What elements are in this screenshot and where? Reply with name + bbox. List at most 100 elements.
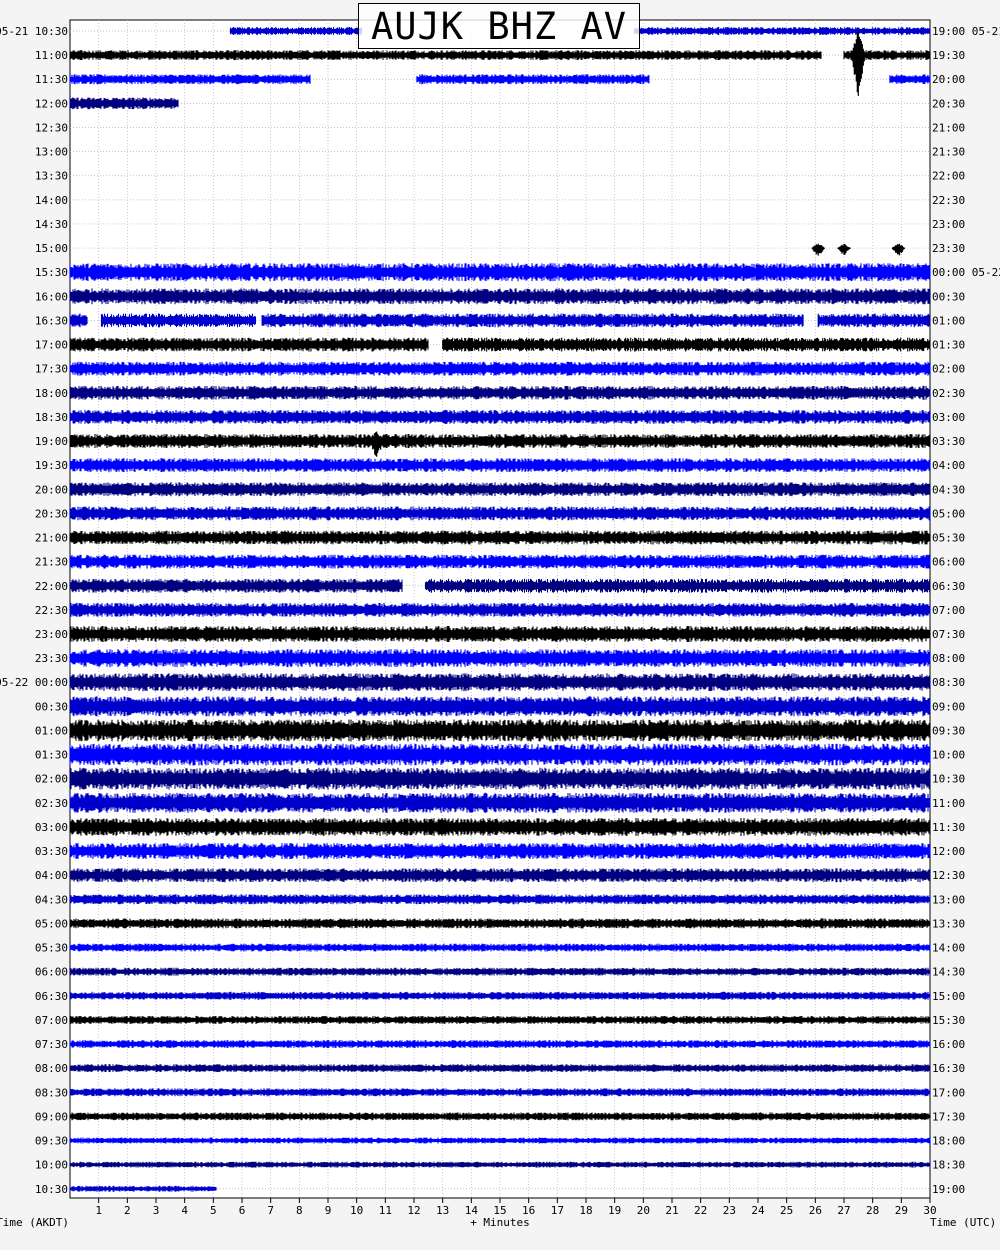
- trace-segment: [889, 74, 931, 85]
- trace-segment: [69, 843, 931, 860]
- x-tick-label: 30: [923, 1204, 936, 1217]
- right-time-label: 08:00: [932, 652, 965, 665]
- trace-segment: [69, 894, 931, 905]
- seismic-traces: [69, 27, 931, 1192]
- trace-segment: [69, 626, 931, 642]
- x-tick-label: 28: [866, 1204, 879, 1217]
- trace-segment: [69, 288, 931, 305]
- trace-segment: [817, 313, 930, 328]
- left-time-label: 12:30: [35, 121, 68, 134]
- trace-segment: [69, 767, 931, 790]
- x-tick-label: 12: [407, 1204, 420, 1217]
- left-time-label: 22:30: [35, 604, 68, 617]
- trace-segment: [69, 506, 931, 521]
- trace-event: [837, 244, 851, 255]
- right-time-label: 06:30: [932, 580, 965, 593]
- x-tick-label: 17: [551, 1204, 564, 1217]
- trace-segment: [69, 434, 931, 448]
- left-time-label: 03:00: [35, 821, 68, 834]
- right-time-label: 22:30: [932, 194, 965, 207]
- x-tick-label: 25: [780, 1204, 793, 1217]
- axis-labels: 05-21 10:30 11:00 11:30 12:00 12:30 13:00 13:3…: [0, 25, 1000, 1229]
- left-time-label: 00:30: [35, 700, 68, 713]
- trace-segment: [69, 868, 931, 883]
- right-time-label: 04:30: [932, 483, 965, 496]
- trace-segment: [69, 818, 931, 836]
- x-tick-label: 2: [124, 1204, 131, 1217]
- right-time-label: 03:30: [932, 435, 965, 448]
- trace-segment: [69, 991, 931, 1000]
- right-time-label: 19:30: [932, 49, 965, 62]
- left-time-label: 16:00: [35, 290, 68, 303]
- right-time-label: 08:30: [932, 676, 965, 689]
- right-time-label: 04:00: [932, 459, 965, 472]
- trace-segment: [69, 918, 931, 929]
- x-tick-label: 11: [379, 1204, 392, 1217]
- trace-segment: [69, 743, 931, 766]
- x-axis-label: + Minutes: [470, 1216, 530, 1229]
- right-time-label: 19:00: [932, 1183, 965, 1196]
- trace-segment: [261, 313, 804, 328]
- right-time-label: 00:00 05-22: [932, 266, 1000, 279]
- trace-segment: [69, 967, 931, 976]
- right-time-label: 01:30: [932, 339, 965, 352]
- left-time-label: 05-22 00:00: [0, 676, 68, 689]
- left-time-label: 01:30: [35, 749, 68, 762]
- x-tick-label: 22: [694, 1204, 707, 1217]
- trace-segment: [69, 1064, 931, 1073]
- x-tick-label: 4: [181, 1204, 188, 1217]
- left-time-label: 02:30: [35, 797, 68, 810]
- trace-event: [851, 30, 865, 96]
- left-time-label: 02:00: [35, 773, 68, 786]
- trace-segment: [69, 385, 931, 400]
- trace-segment: [69, 719, 931, 742]
- right-time-label: 11:00: [932, 797, 965, 810]
- right-time-label: 18:00: [932, 1135, 965, 1148]
- left-time-label: 23:30: [35, 652, 68, 665]
- left-time-label: 07:00: [35, 1014, 68, 1027]
- left-time-label: 21:00: [35, 532, 68, 545]
- x-tick-label: 19: [608, 1204, 621, 1217]
- trace-segment: [69, 97, 179, 110]
- left-time-label: 07:30: [35, 1038, 68, 1051]
- x-tick-label: 13: [436, 1204, 449, 1217]
- left-time-label: 09:30: [35, 1135, 68, 1148]
- trace-event: [811, 243, 825, 256]
- trace-segment: [69, 578, 403, 593]
- right-time-label: 13:30: [932, 917, 965, 930]
- left-time-label: 06:00: [35, 966, 68, 979]
- right-time-label: 05:30: [932, 532, 965, 545]
- right-time-label: 14:00: [932, 942, 965, 955]
- trace-segment: [69, 696, 931, 717]
- left-time-label: 19:00: [35, 435, 68, 448]
- x-tick-label: 27: [837, 1204, 850, 1217]
- trace-segment: [69, 649, 931, 668]
- station-title-box: AUJK BHZ AV: [358, 3, 640, 49]
- left-time-label: 20:30: [35, 507, 68, 520]
- left-time-label: 10:00: [35, 1159, 68, 1172]
- right-time-label: 05:00: [932, 507, 965, 520]
- right-time-label: 17:30: [932, 1110, 965, 1123]
- trace-segment: [229, 27, 363, 35]
- left-time-label: 21:30: [35, 556, 68, 569]
- left-time-label: 10:30: [35, 1183, 68, 1196]
- left-time-label: 11:00: [35, 49, 68, 62]
- x-tick-label: 9: [325, 1204, 332, 1217]
- trace-segment: [69, 74, 311, 85]
- x-tick-label: 10: [350, 1204, 363, 1217]
- trace-segment: [69, 1185, 217, 1192]
- x-tick-label: 3: [153, 1204, 160, 1217]
- left-time-label: 15:00: [35, 242, 68, 255]
- left-time-label: 17:00: [35, 339, 68, 352]
- right-time-label: 19:00 05-21: [932, 25, 1000, 38]
- right-time-label: 00:30: [932, 290, 965, 303]
- trace-segment: [69, 1088, 931, 1097]
- right-time-label: 06:00: [932, 556, 965, 569]
- trace-segment: [69, 673, 931, 692]
- left-time-label: 08:00: [35, 1062, 68, 1075]
- trace-segment: [69, 409, 931, 424]
- trace-segment: [100, 313, 257, 328]
- right-time-label: 10:30: [932, 773, 965, 786]
- right-time-label: 20:30: [932, 97, 965, 110]
- right-time-label: 09:30: [932, 724, 965, 737]
